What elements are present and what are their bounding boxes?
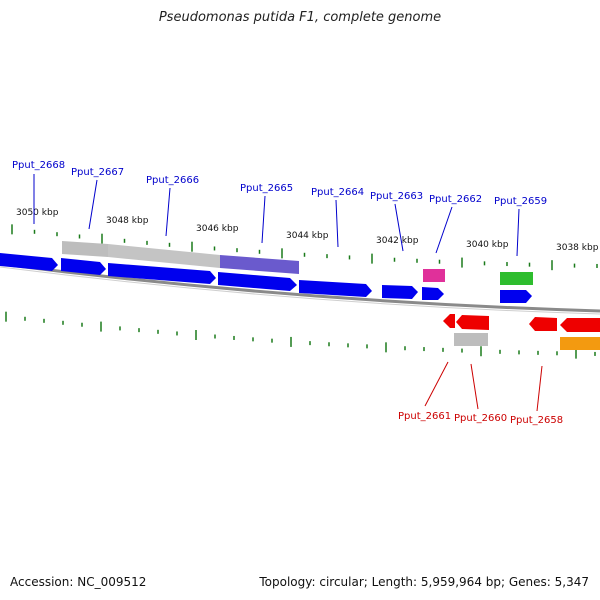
scale-ticks-top xyxy=(11,224,598,271)
backbone-track xyxy=(0,262,600,315)
gene-label-pput-2663: Pput_2663 xyxy=(370,191,423,202)
label-leader-pput-2662 xyxy=(435,206,453,254)
label-leader-pput-2665 xyxy=(261,195,266,244)
gene-arrow-pput-2658[interactable] xyxy=(529,317,557,331)
label-leader-pput-2667 xyxy=(88,179,98,230)
genome-summary-text: Topology: circular; Length: 5,959,964 bp… xyxy=(259,575,589,589)
green-feature-bar xyxy=(500,272,533,285)
gene-label-pput-2667: Pput_2667 xyxy=(71,167,124,178)
gene-label-pput-2660: Pput_2660 xyxy=(454,413,507,424)
gene-label-pput-2668: Pput_2668 xyxy=(12,160,65,171)
orange-feature-bar xyxy=(560,337,600,350)
feature-track-upper xyxy=(62,241,533,285)
backbone-line xyxy=(0,262,600,313)
reverse-gene-labels: Pput_2661 Pput_2660 Pput_2658 xyxy=(398,361,563,426)
gene-label-pput-2661: Pput_2661 xyxy=(398,411,451,422)
gene-arrow-pput-2667[interactable] xyxy=(61,258,106,275)
gene-arrow-pput-2662[interactable] xyxy=(422,287,444,300)
scale-label-3044: 3044 kbp xyxy=(286,231,329,241)
reverse-gene-arrows xyxy=(443,314,600,332)
map-title: Pseudomonas putida F1, complete genome xyxy=(158,10,442,25)
gene-arrow-pput-2664[interactable] xyxy=(299,280,372,297)
gene-label-pput-2665: Pput_2665 xyxy=(240,183,293,194)
label-leader-pput-2663 xyxy=(394,203,404,252)
gene-label-pput-2662: Pput_2662 xyxy=(429,194,482,205)
gene-arrow-pput-2661[interactable] xyxy=(443,314,455,328)
gene-label-pput-2664: Pput_2664 xyxy=(311,187,364,198)
gene-arrow-pput-2665[interactable] xyxy=(218,272,297,291)
gene-arrow-reverse-partial[interactable] xyxy=(560,318,600,332)
label-leader-pput-2666 xyxy=(165,187,171,237)
purple-feature-bar xyxy=(220,255,299,274)
label-leader-pput-2661 xyxy=(424,361,449,407)
gene-arrow-pput-2659[interactable] xyxy=(500,290,532,303)
gene-label-pput-2659: Pput_2659 xyxy=(494,196,547,207)
accession-text: Accession: NC_009512 xyxy=(10,575,147,589)
gene-label-pput-2658: Pput_2658 xyxy=(510,415,563,426)
scale-label-3050: 3050 kbp xyxy=(16,208,59,218)
scale-label-3042: 3042 kbp xyxy=(376,236,419,246)
grey-feature-bar xyxy=(62,241,108,257)
gene-arrow-pput-2663[interactable] xyxy=(382,285,418,299)
feature-track-lower xyxy=(454,333,600,350)
gene-arrow-pput-2660[interactable] xyxy=(456,315,489,330)
scale-ticks-bottom xyxy=(5,311,596,359)
scale-label-3040: 3040 kbp xyxy=(466,240,509,250)
label-leader-pput-2659 xyxy=(516,208,520,257)
grey-feature-bar xyxy=(108,244,220,268)
label-leader-pput-2658 xyxy=(536,365,543,412)
gene-label-pput-2666: Pput_2666 xyxy=(146,175,199,186)
scale-labels: 3050 kbp 3048 kbp 3046 kbp 3044 kbp 3042… xyxy=(16,208,599,253)
label-leader-pput-2660 xyxy=(470,363,479,410)
label-leader-pput-2664 xyxy=(335,199,339,248)
scale-label-3048: 3048 kbp xyxy=(106,216,149,226)
backbone-shadow xyxy=(0,266,600,315)
scale-label-3038: 3038 kbp xyxy=(556,243,599,253)
grey-feature-bar xyxy=(454,333,488,346)
gene-arrow-pput-2666[interactable] xyxy=(108,263,216,284)
forward-gene-arrows xyxy=(0,253,532,303)
gene-arrow-pput-2668[interactable] xyxy=(0,253,58,271)
pink-feature-bar xyxy=(423,269,445,282)
forward-gene-labels: Pput_2668 Pput_2667 Pput_2666 Pput_2665 … xyxy=(12,160,547,257)
scale-label-3046: 3046 kbp xyxy=(196,224,239,234)
